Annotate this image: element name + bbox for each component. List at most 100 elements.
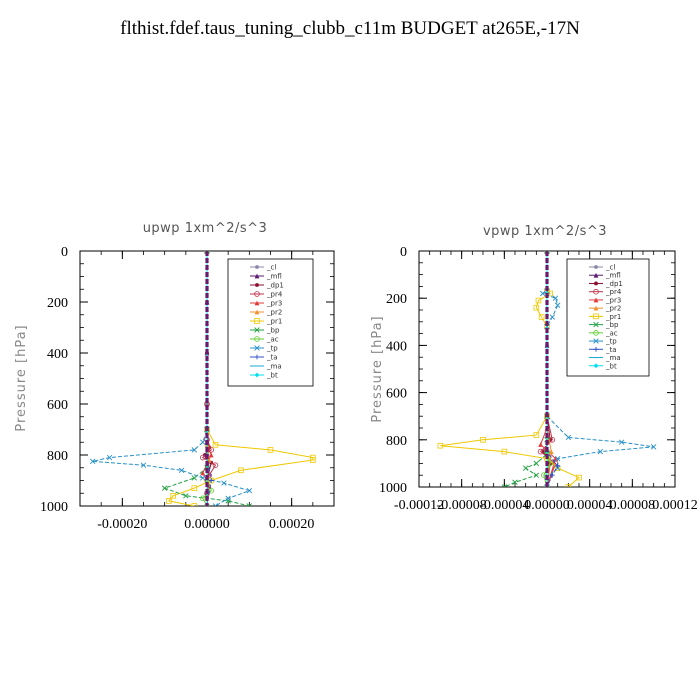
y-tick-label: 1000 (40, 500, 68, 515)
data-point (549, 472, 555, 478)
legend: _cl_mfl_dp1_pr4_pr3_pr2_pr1_bp_ac_tp_ta_… (227, 258, 314, 387)
data-point (540, 290, 546, 297)
panel-title: upwp 1xm^2/s^3 (143, 221, 268, 236)
y-tick-label: 800 (47, 449, 68, 464)
legend-label: _dp1 (266, 282, 284, 290)
data-point (89, 458, 96, 465)
data-point (191, 485, 198, 491)
data-point (565, 434, 572, 441)
legend-marker (254, 336, 260, 342)
data-point (522, 465, 529, 471)
panel-title: vpwp 1xm^2/s^3 (483, 224, 607, 239)
legend-marker (254, 309, 260, 315)
x-tick-label: 0.00020 (269, 517, 315, 532)
figure-title: flthist.fdef.taus_tuning_clubb_c11m BUDG… (120, 18, 580, 39)
legend-marker (255, 283, 259, 287)
legend-marker (255, 265, 259, 269)
data-point (208, 487, 215, 494)
legend-label: _ma (266, 363, 282, 371)
data-point (212, 503, 219, 506)
legend-label: _ma (605, 354, 621, 362)
data-point (178, 467, 185, 474)
series-line (163, 251, 250, 506)
y-tick-label: 600 (386, 387, 407, 402)
legend-marker (593, 288, 599, 295)
legend-marker (254, 354, 260, 360)
data-point (246, 503, 253, 506)
legend-marker (593, 338, 599, 344)
data-point (548, 449, 554, 454)
upwp-panel: upwp 1xm^2/s^3 Pressure [hPa] 0 200 400 600 80… (14, 221, 335, 532)
legend-label: _bp (605, 321, 619, 329)
legend-marker (593, 346, 599, 352)
data-point (501, 484, 508, 487)
x-tick-label: -0.00012 (394, 498, 444, 513)
data-point (310, 457, 316, 463)
series-line (504, 251, 548, 487)
legend-label: _bt (266, 372, 278, 380)
legend-label: _pr1 (605, 313, 621, 321)
legend-box (566, 258, 650, 377)
legend-marker (594, 265, 598, 269)
legend-marker (254, 291, 260, 297)
y-tick-label: 800 (386, 434, 407, 449)
data-point (140, 462, 147, 468)
legend-label: _ta (266, 354, 278, 362)
x-tick-label: 0.00000 (524, 498, 570, 513)
data-point (535, 297, 542, 304)
legend-marker (254, 318, 260, 324)
data-point (212, 462, 219, 469)
x-tick-label: -0.00020 (97, 517, 147, 532)
legend-marker (593, 330, 599, 336)
data-point (199, 495, 206, 502)
legend-label: _pr2 (266, 309, 282, 317)
x-tick-label: 0.00000 (184, 517, 230, 532)
data-point (212, 441, 219, 448)
legend-marker (254, 372, 260, 378)
legend-label: _cl (266, 264, 276, 272)
legend-label: _pr1 (266, 318, 282, 326)
data-point (208, 478, 214, 483)
data-point (183, 493, 189, 499)
legend-marker (594, 281, 598, 286)
legend-marker (254, 345, 260, 351)
data-point (618, 439, 625, 445)
data-point (208, 447, 215, 453)
data-point (533, 460, 540, 467)
legend-label: _ta (605, 346, 617, 354)
data-point (200, 439, 206, 445)
legend-marker (593, 313, 599, 320)
legend-marker (593, 321, 599, 328)
legend-label: _pr4 (266, 291, 283, 299)
data-point (538, 442, 543, 447)
legend-marker (593, 305, 599, 311)
legend-marker (254, 300, 260, 306)
data-point (161, 485, 168, 491)
legend-marker (593, 272, 599, 278)
legend-label: _pr3 (605, 296, 621, 304)
legend-label: _dp1 (605, 280, 623, 288)
x-tick-label: 0.00004 (567, 498, 613, 513)
legend: _cl_mfl_dp1_pr4_pr3_pr2_pr1_bp_ac_tp_ta_… (566, 258, 650, 377)
y-tick-label: 600 (47, 398, 68, 413)
legend-marker (254, 327, 260, 333)
data-point (533, 432, 540, 438)
legend-label: _ac (266, 336, 279, 344)
data-point (538, 314, 545, 320)
legend-label: _pr4 (605, 288, 622, 296)
y-axis-label: Pressure [hPa] (370, 315, 385, 422)
legend-label: _tp (266, 345, 278, 353)
data-point (225, 495, 231, 502)
legend-label: _tp (605, 338, 617, 346)
y-axis-label: Pressure [hPa] (14, 324, 29, 431)
data-point (650, 444, 657, 450)
series-tp (89, 251, 253, 506)
data-point (200, 475, 206, 481)
data-point (437, 442, 444, 449)
legend-label: _bp (266, 327, 280, 335)
data-point (549, 314, 556, 320)
data-point (166, 498, 172, 504)
data-point (533, 304, 540, 311)
y-tick-label: 200 (47, 296, 68, 311)
